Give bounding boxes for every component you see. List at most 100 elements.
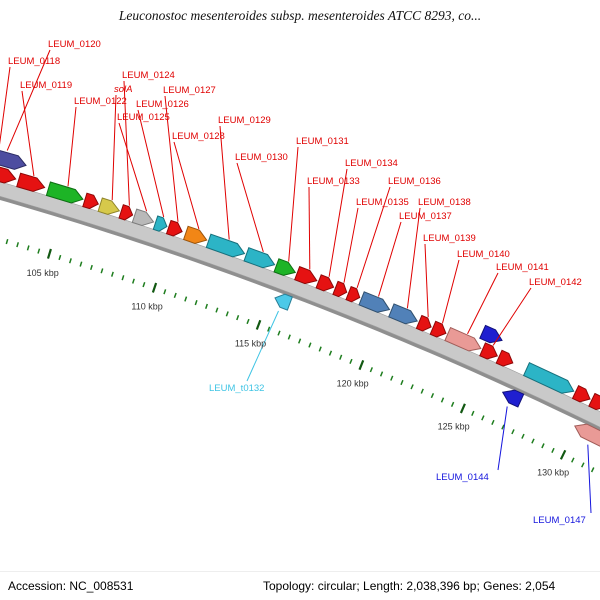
gene-labels: LEUM_0120 LEUM_0118 LEUM_0119 LEUM_0124 solA… [8, 39, 586, 526]
major-tick [255, 319, 262, 330]
gene-arrow-LEUM_0140[interactable] [429, 320, 447, 338]
gene-label-LEUM_0131[interactable]: LEUM_0131 [296, 136, 349, 147]
minor-tick [571, 457, 575, 463]
minor-tick [79, 261, 83, 267]
minor-tick [318, 346, 322, 352]
leader-line-LEUM_0141 [467, 272, 499, 335]
scale-ticks [5, 238, 595, 473]
gene-arrow-LEUM_0125[interactable] [131, 208, 155, 227]
leader-line-LEUM_0131 [288, 146, 299, 262]
gene-arrow[interactable] [82, 192, 99, 210]
gene-arrow[interactable] [571, 385, 591, 403]
gene-label-LEUM_0119[interactable]: LEUM_0119 [20, 80, 72, 91]
gene-arrow-LEUM_0119[interactable] [16, 172, 46, 192]
gene-arrow-LEUM_0141[interactable] [444, 326, 482, 352]
gene-arrow-LEUM_0118[interactable] [0, 160, 17, 184]
gene-arrow-LEUM_0130[interactable] [243, 247, 276, 269]
gene-label-LEUM_0147[interactable]: LEUM_0147 [533, 515, 586, 526]
minor-tick [26, 245, 30, 251]
gene-label-LEUM_0142[interactable]: LEUM_0142 [529, 277, 582, 288]
minor-tick [501, 424, 505, 430]
gene-arrow-LEUM_0138[interactable] [388, 303, 419, 325]
gene-arrow[interactable] [522, 362, 575, 394]
label-leader-lines [0, 49, 592, 514]
scale-label: 110 kbp [131, 302, 162, 312]
gene-label-LEUM_0138[interactable]: LEUM_0138 [418, 197, 471, 208]
gene-arrow-solA[interactable] [97, 197, 121, 215]
leader-line-LEUM_0147 [587, 444, 592, 514]
leader-line-LEUM_0126 [137, 109, 165, 218]
leader-line-LEUM_0118 [0, 66, 11, 145]
minor-tick [390, 375, 394, 381]
gene-label-LEUM_0136[interactable]: LEUM_0136 [388, 176, 441, 187]
gene-label-LEUM_0127[interactable]: LEUM_0127 [163, 85, 216, 96]
gene-arrow-LEUM_0122[interactable] [45, 181, 84, 204]
minor-tick [297, 338, 302, 344]
leader-line-LEUM_0125 [118, 122, 148, 212]
minor-tick [287, 334, 291, 340]
minor-tick [349, 358, 353, 364]
gene-label-LEUM_0126[interactable]: LEUM_0126 [136, 99, 189, 110]
gene-label-LEUM_0135[interactable]: LEUM_0135 [356, 197, 409, 208]
minor-tick [420, 388, 424, 394]
scale-label: 105 kbp [27, 268, 59, 278]
minor-tick [100, 268, 104, 274]
gene-label-LEUM_0118[interactable]: LEUM_0118 [8, 56, 60, 67]
gene-arrow[interactable] [495, 349, 514, 367]
gene-arrow-LEUM_0134[interactable] [315, 274, 335, 292]
gene-arrow-LEUM_0129[interactable] [205, 233, 246, 258]
gene-arrow-LEUM_0147[interactable] [574, 423, 600, 459]
gene-arrow-LEUM_0139[interactable] [415, 314, 432, 332]
leader-line-LEUM_0127 [164, 95, 179, 222]
gene-label-LEUM_0129[interactable]: LEUM_0129 [218, 115, 271, 126]
minor-tick [369, 367, 373, 373]
gene-label-LEUM_0125[interactable]: LEUM_0125 [117, 112, 170, 123]
scale-label: 125 kbp [438, 421, 470, 431]
gene-arrow-LEUM_0133[interactable] [294, 265, 318, 285]
gene-arrow[interactable] [479, 324, 503, 344]
backbone-track [0, 181, 600, 428]
gene-label-LEUM_0144[interactable]: LEUM_0144 [436, 472, 489, 483]
gene-arrow-LEUM_0135[interactable] [332, 280, 348, 298]
gene-label-LEUM_t0132[interactable]: LEUM_t0132 [209, 383, 264, 394]
minor-tick [215, 307, 219, 313]
gene-label-LEUM_0120[interactable]: LEUM_0120 [48, 39, 101, 50]
gene-arrow-LEUM_0120[interactable] [0, 147, 27, 170]
gene-arrow-LEUM_t0132[interactable] [274, 293, 293, 311]
gene-label-LEUM_0140[interactable]: LEUM_0140 [457, 249, 510, 260]
minor-tick [481, 415, 485, 421]
gene-label-LEUM_0133[interactable]: LEUM_0133 [307, 176, 360, 187]
scale-label: 115 kbp [235, 338, 266, 348]
leader-line-LEUM_0140 [442, 259, 460, 324]
minor-tick [194, 300, 198, 306]
gene-arrow-LEUM_0142[interactable] [479, 342, 498, 360]
minor-tick [225, 311, 229, 317]
gene-label-LEUM_0134[interactable]: LEUM_0134 [345, 158, 398, 169]
minor-tick [551, 447, 555, 454]
leader-line-LEUM_0142 [492, 287, 532, 346]
gene-label-solA[interactable]: solA [114, 84, 132, 95]
gene-arrow-LEUM_0136[interactable] [345, 285, 361, 303]
minor-tick [37, 248, 41, 254]
gene-label-LEUM_0128[interactable]: LEUM_0128 [172, 131, 225, 142]
gene-arrow-LEUM_0127[interactable] [165, 219, 183, 237]
gene-label-LEUM_0124[interactable]: LEUM_0124 [122, 70, 175, 81]
minor-tick [590, 467, 595, 473]
gene-label-LEUM_0139[interactable]: LEUM_0139 [423, 233, 476, 244]
gene-arrow-LEUM_0124[interactable] [118, 204, 134, 221]
gene-label-LEUM_0130[interactable]: LEUM_0130 [235, 152, 288, 163]
minor-tick [430, 392, 435, 399]
minor-tick [308, 342, 312, 348]
gene-arrow-LEUM_0128[interactable] [182, 225, 208, 245]
minor-tick [16, 242, 20, 248]
gene-arrow-LEUM_0131[interactable] [273, 258, 297, 276]
gene-arrow-LEUM_0126[interactable] [152, 215, 168, 232]
gene-label-LEUM_0141[interactable]: LEUM_0141 [496, 262, 549, 273]
gene-arrow-LEUM_0144[interactable] [501, 389, 525, 408]
gene-label-LEUM_0137[interactable]: LEUM_0137 [399, 211, 452, 222]
gene-arrow-LEUM_0137[interactable] [358, 291, 391, 313]
scale-label: 120 kbp [337, 378, 369, 388]
gene-arrow[interactable] [588, 392, 600, 411]
minor-tick [450, 401, 455, 407]
gene-label-LEUM_0122[interactable]: LEUM_0122 [74, 96, 127, 107]
